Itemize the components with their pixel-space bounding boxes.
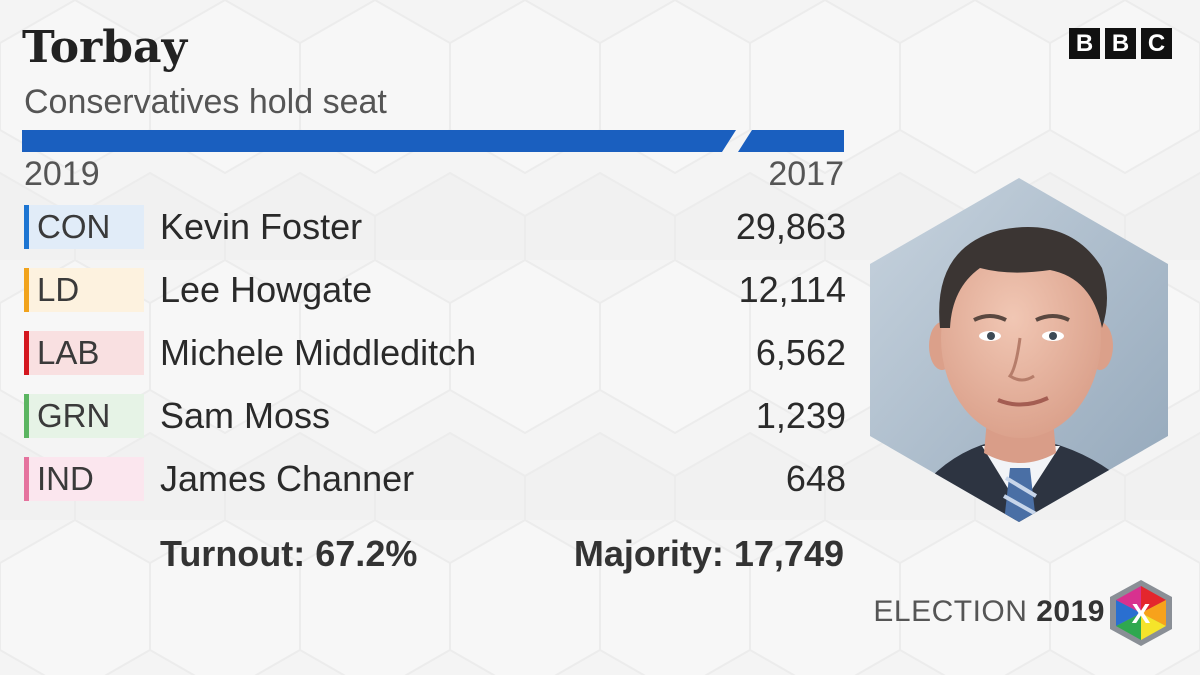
constituency-title: Torbay [22,22,188,73]
vote-count: 12,114 [738,269,846,310]
candidate-name: Michele Middleditch [160,332,477,373]
majority-label: Majority: 17,749 [573,533,844,574]
party-code: LD [24,268,144,312]
vote-count: 29,863 [735,206,846,247]
result-row: LAB Michele Middleditch 6,562 [24,331,846,375]
vote-count: 6,562 [755,332,846,373]
turnout-label: Turnout: 67.2% [160,533,418,574]
previous-year-label: 2017 [768,155,844,193]
seat-colour-bar [22,130,844,152]
seat-colour-bar-2017 [738,130,844,152]
result-row: IND James Channer 648 [24,457,846,501]
result-subtitle: Conservatives hold seat [24,83,387,121]
candidate-name: Kevin Foster [160,206,363,247]
election-year: 2019 [1036,595,1105,628]
vote-count: 648 [785,458,846,499]
candidate-name: James Channer [160,458,415,499]
candidate-name: Lee Howgate [160,269,373,310]
bbc-logo-letter: C [1141,28,1172,59]
bbc-logo: B B C [1069,28,1172,59]
party-code: IND [24,457,144,501]
current-year-label: 2019 [24,155,100,193]
bbc-logo-letter: B [1105,28,1136,59]
party-code: CON [24,205,144,249]
party-code: LAB [24,331,144,375]
election-label: ELECTION [873,595,1028,628]
election-logo-mark: X [1132,598,1151,629]
candidate-portrait [870,178,1168,522]
election-2019-label: ELECTION 2019 [873,592,1105,632]
results-table: CON Kevin Foster 29,863 LD Lee Howgate 1… [24,205,846,520]
vote-count: 1,239 [755,395,846,436]
bbc-logo-letter: B [1069,28,1100,59]
result-row: GRN Sam Moss 1,239 [24,394,846,438]
result-row: LD Lee Howgate 12,114 [24,268,846,312]
election-logo-icon: X [1110,580,1172,646]
party-code: GRN [24,394,144,438]
result-row: CON Kevin Foster 29,863 [24,205,846,249]
seat-colour-bar-2019 [22,130,736,152]
candidate-name: Sam Moss [160,395,331,436]
